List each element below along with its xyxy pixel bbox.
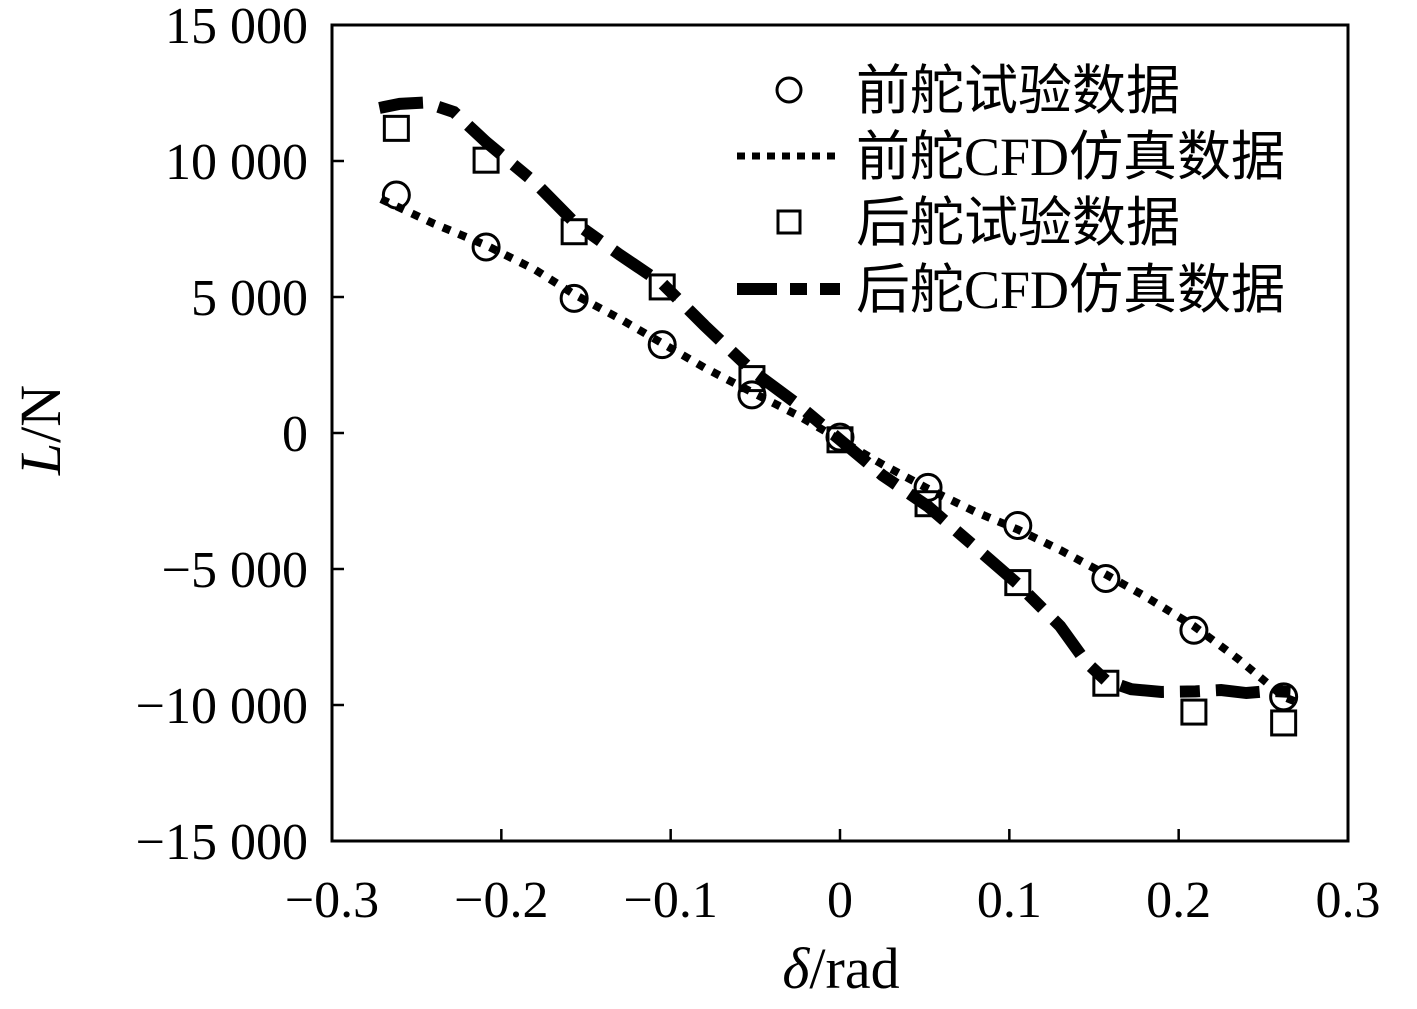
rear-rudder-test-point (560, 218, 588, 246)
rear-rudder-cfd-curve (378, 96, 1291, 700)
front-rudder-test-point (559, 283, 589, 313)
y-axis-title-unit: /N (8, 385, 73, 443)
y-tick-label: 15 000 (165, 0, 308, 55)
legend-label: 后舵试验数据 (856, 193, 1180, 253)
x-tick-label: 0.3 (1316, 872, 1381, 929)
y-tick-label: −15 000 (136, 814, 308, 871)
x-tick-label: −0.3 (285, 872, 379, 929)
x-axis-title: δ/rad (782, 936, 899, 1001)
rear-rudder-test-point (826, 426, 854, 454)
rear-rudder-test-point (738, 365, 766, 393)
legend-circle-marker-icon (775, 76, 803, 104)
y-axis-title: L/N (8, 385, 73, 476)
plot-area: −0.3 −0.2 −0.1 0 0.1 0.2 0.3 15 000 10 000 5 000 0… (136, 0, 1381, 929)
rear-rudder-test-point (382, 114, 410, 142)
x-axis-title-unit: /rad (809, 936, 899, 1001)
y-tick-label: −10 000 (136, 678, 308, 735)
legend-label: 前舵试验数据 (856, 61, 1180, 121)
rear-rudder-test-point (1270, 709, 1298, 737)
front-rudder-test-point (1003, 510, 1033, 540)
y-tick-label: −5 000 (162, 542, 308, 599)
rear-rudder-test-point (1004, 569, 1032, 597)
front-rudder-test-point (471, 232, 501, 262)
rear-rudder-test-point (1092, 669, 1120, 697)
rear-rudder-test-point (472, 146, 500, 174)
y-tick-label: 10 000 (165, 134, 308, 191)
x-axis-title-symbol: δ (782, 936, 810, 1001)
x-tick-label: 0.1 (977, 872, 1042, 929)
x-tick-label: 0 (827, 872, 853, 929)
front-rudder-cfd-curve (379, 195, 1299, 706)
legend-label: 前舵CFD仿真数据 (856, 127, 1285, 187)
rear-rudder-test-point (914, 490, 942, 518)
x-tick-label: 0.2 (1146, 872, 1211, 929)
front-rudder-test-point (737, 380, 767, 410)
y-axis-title-symbol: L (8, 443, 73, 476)
x-tick-label: −0.1 (624, 872, 718, 929)
x-tick-label: −0.2 (454, 872, 548, 929)
rear-rudder-test-point (1180, 698, 1208, 726)
y-tick-label: 5 000 (191, 270, 308, 327)
front-rudder-test-point (913, 472, 943, 502)
front-rudder-test-point (647, 330, 677, 360)
front-rudder-test-point (1179, 615, 1209, 645)
legend-square-marker-icon (776, 209, 802, 235)
y-tick-label: 0 (282, 406, 308, 463)
front-rudder-test-point (1091, 564, 1121, 594)
legend-label: 后舵CFD仿真数据 (856, 260, 1285, 320)
front-rudder-test-point (381, 180, 411, 210)
rear-rudder-test-point (648, 273, 676, 301)
